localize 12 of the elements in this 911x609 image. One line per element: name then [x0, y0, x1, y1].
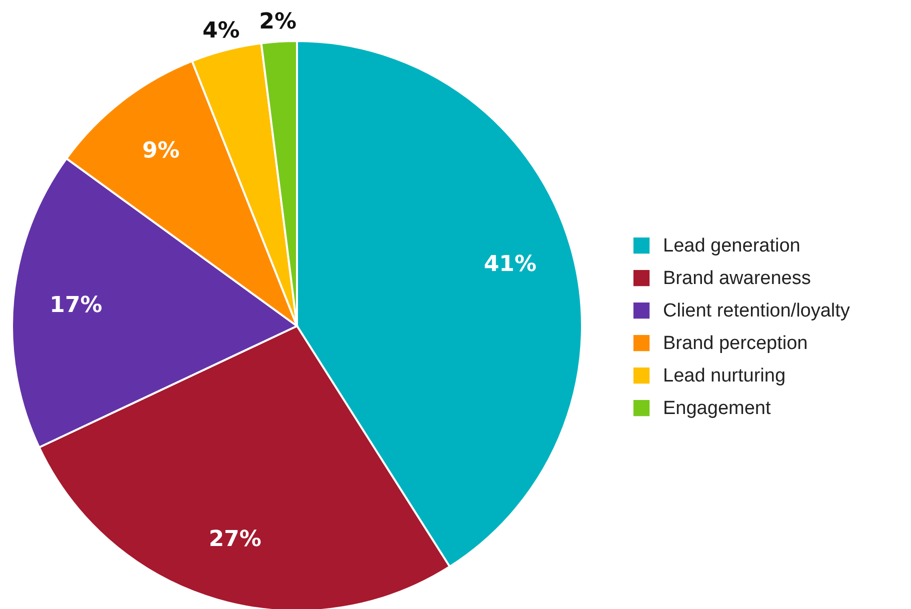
legend-label: Brand awareness: [663, 268, 811, 289]
legend-label: Client retention/loyalty: [663, 300, 850, 322]
legend-label: Lead generation: [663, 236, 800, 256]
data-label: 41%: [484, 252, 537, 278]
data-label: 2%: [259, 10, 297, 35]
legend-label: Brand perception: [663, 333, 808, 354]
data-label: 27%: [208, 527, 262, 552]
data-label: 4%: [202, 18, 240, 44]
legend-label: Lead nurturing: [663, 366, 786, 386]
data-label: 17%: [50, 293, 102, 318]
data-label: 9%: [142, 138, 180, 164]
legend-label: Engagement: [663, 398, 772, 419]
